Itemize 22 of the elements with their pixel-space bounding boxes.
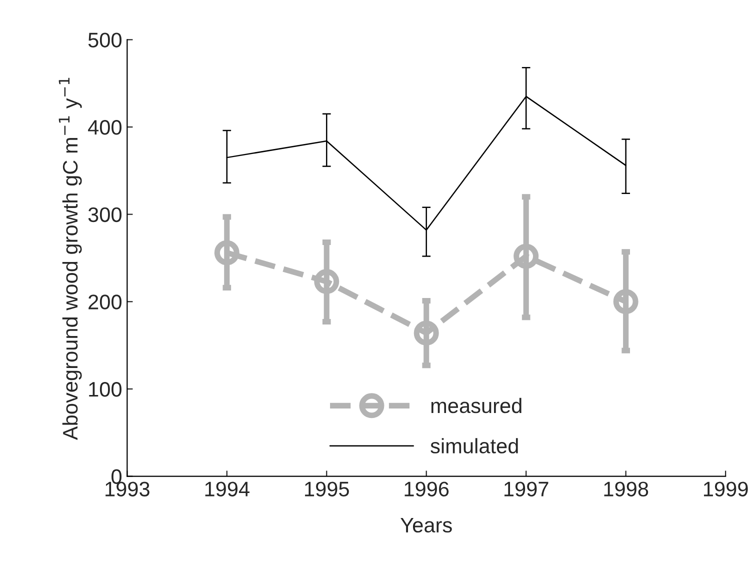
x-tick-label: 1999 — [704, 482, 748, 496]
y-tick-label: 0 — [112, 469, 122, 484]
x-tick-label: 1998 — [604, 482, 648, 496]
y-tick-label: 200 — [88, 294, 122, 310]
point — [314, 269, 340, 294]
point — [613, 289, 638, 314]
legend-label: simulated — [430, 438, 518, 454]
point — [214, 240, 240, 266]
point — [514, 244, 539, 269]
point — [414, 320, 439, 346]
y-tick-label: 400 — [88, 120, 122, 135]
x-tick-label: 1993 — [106, 482, 150, 496]
x-tick-label: 1997 — [504, 482, 548, 496]
y-tick-label: 500 — [88, 32, 122, 48]
y-tick-label: 100 — [89, 382, 122, 397]
y-tick-label: 300 — [88, 207, 122, 222]
x-tick-label: 1995 — [305, 482, 349, 496]
x-axis-title: Years — [400, 518, 452, 533]
x-tick-label: 1994 — [205, 482, 250, 496]
x-tick-label: 1996 — [404, 482, 449, 496]
legend-label: measured — [431, 398, 522, 414]
y-axis-title: Aboveground wood growth gC m$^{−1}$ y$^{−1}$ — [58, 78, 82, 440]
